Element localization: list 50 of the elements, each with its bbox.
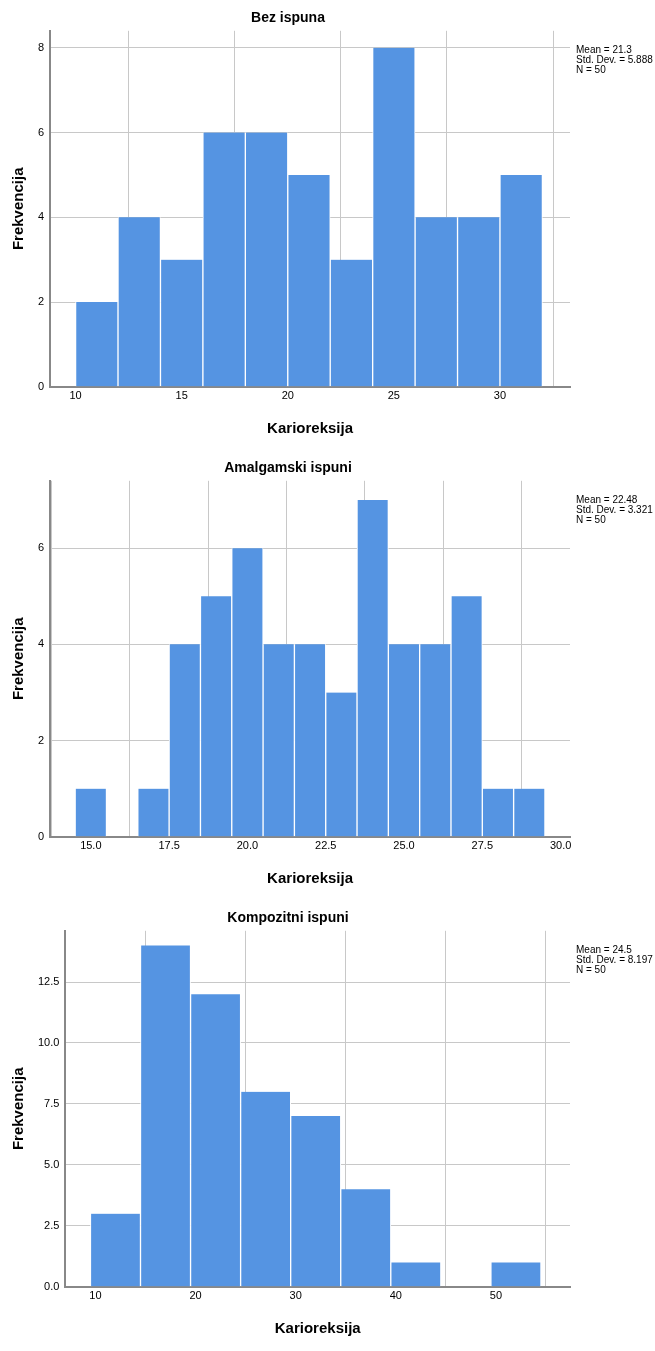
x-tick-label: 40 [389, 1289, 402, 1302]
y-tick-label: 4 [37, 210, 45, 223]
x-tick-label: 20 [281, 389, 294, 402]
x-axis-title: Karioreksija [267, 419, 354, 437]
text: N = 50 [576, 63, 607, 75]
chart-title: Bez ispuna [251, 9, 326, 26]
x-tick-label: 10 [89, 1289, 102, 1302]
y-tick-label: 2 [37, 733, 45, 746]
y-tick-label: 10.0 [37, 1036, 60, 1048]
chart-title: Kompozitni ispuni [227, 909, 349, 926]
x-tick-label: 25 [387, 389, 400, 402]
y-tick-label: 6 [37, 541, 45, 554]
chart-title: Amalgamski ispuni [224, 459, 352, 476]
x-tick-label: 30.0 [549, 839, 572, 852]
text: Std. Dev. = 5.888 [576, 53, 654, 65]
y-tick-label: 6 [37, 125, 45, 138]
x-tick-label: 15.0 [80, 839, 102, 852]
y-tick-label: 2.5 [44, 1218, 60, 1231]
x-tick-label: 20 [189, 1289, 202, 1302]
y-tick-label: 0.0 [44, 1279, 60, 1292]
y-axis-title: Frekvencija [9, 166, 27, 251]
text: Mean = 22.48 [576, 493, 638, 505]
y-tick-label: 12.5 [37, 975, 60, 988]
x-tick-label: 50 [489, 1289, 503, 1302]
x-tick-label: 25.0 [393, 839, 415, 852]
x-tick-label: 22.5 [315, 839, 337, 852]
y-tick-label: 0 [37, 379, 45, 392]
x-tick-label: 17.5 [158, 839, 180, 852]
y-tick-label: 7.5 [44, 1096, 60, 1109]
text: Std. Dev. = 8.197 [576, 953, 654, 965]
y-tick-label: 2 [37, 295, 45, 308]
text: Mean = 21.3 [576, 43, 633, 55]
y-tick-label: 8 [37, 40, 45, 53]
x-tick-label: 20.0 [236, 839, 259, 852]
x-tick-label: 10 [69, 389, 82, 402]
x-tick-label: 30 [289, 1289, 302, 1302]
text: N = 50 [576, 513, 607, 525]
text: Mean = 24.5 [576, 943, 633, 955]
y-axis-title: Frekvencija [9, 616, 27, 701]
y-tick-label: 0 [37, 829, 45, 842]
text: N = 50 [576, 963, 607, 975]
text: Std. Dev. = 3.321 [576, 503, 654, 515]
x-axis-title: Karioreksija [267, 869, 354, 887]
x-tick-label: 15 [175, 389, 188, 402]
x-tick-label: 30 [493, 389, 507, 402]
y-axis-title: Frekvencija [9, 1066, 27, 1151]
y-tick-label: 5.0 [44, 1157, 60, 1170]
x-tick-label: 27.5 [471, 839, 494, 852]
y-tick-label: 4 [37, 637, 45, 650]
x-axis-title: Karioreksija [274, 1319, 362, 1337]
